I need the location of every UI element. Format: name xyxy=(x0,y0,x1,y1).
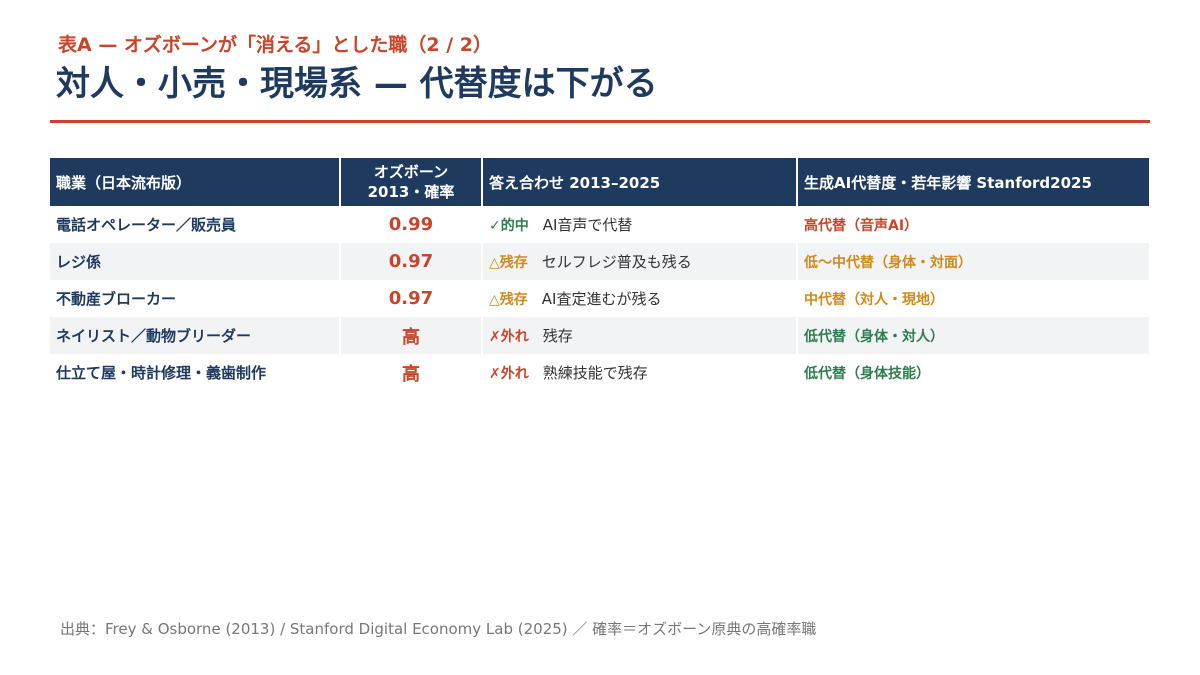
job: ネイリスト／動物ブリーダー xyxy=(50,317,341,354)
check-cell: △残存 セルフレジ普及も残る xyxy=(482,243,798,280)
column-header: 答え合わせ 2013–2025 xyxy=(482,158,798,206)
impact: 中代替（対人・現地） xyxy=(797,280,1151,317)
verdict: △残存 xyxy=(489,292,528,308)
job: 電話オペレーター／販売員 xyxy=(50,206,341,243)
impact: 低〜中代替（身体・対面） xyxy=(797,243,1151,280)
table-row: 電話オペレーター／販売員 0.99 ✓的中 AI音声で代替 高代替（音声AI） xyxy=(50,206,1151,243)
kicker: 表A — オズボーンが「消える」とした職（2 / 2） xyxy=(58,34,493,56)
header-row: 職業（日本流布版） オズボーン 2013・確率 答え合わせ 2013–2025 生… xyxy=(50,158,1151,206)
probability: 0.99 xyxy=(340,206,483,243)
title: 対人・小売・現場系 — 代替度は下がる xyxy=(56,64,658,104)
header-line: 2013・確率 xyxy=(367,183,455,201)
verdict-note: 残存 xyxy=(542,327,573,345)
table-row: 仕立て屋・時計修理・義歯制作高 ✗外れ 熟練技能で残存 低代替（身体技能） xyxy=(50,354,1151,391)
header-line: オズボーン xyxy=(373,163,449,181)
job: 仕立て屋・時計修理・義歯制作 xyxy=(50,354,341,391)
check-cell: ✗外れ 熟練技能で残存 xyxy=(482,354,798,391)
table: 職業（日本流布版） オズボーン 2013・確率 答え合わせ 2013–2025 生… xyxy=(50,158,1151,391)
column-header: 生成AI代替度・若年影響 Stanford2025 xyxy=(797,158,1151,206)
column-header: 職業（日本流布版） xyxy=(50,158,341,206)
verdict-note: AI音声で代替 xyxy=(542,216,633,234)
probability: 0.97 xyxy=(340,280,483,317)
source-note: 出典：Frey & Osborne (2013) / Stanford Digi… xyxy=(60,620,817,638)
probability: 高 xyxy=(340,354,483,391)
verdict: △残存 xyxy=(489,255,528,271)
probability: 0.97 xyxy=(340,243,483,280)
verdict: ✗外れ xyxy=(489,366,529,382)
verdict-note: セルフレジ普及も残る xyxy=(541,253,692,271)
table-row: 不動産ブローカー 0.97 △残存 AI査定進むが残る 中代替（対人・現地） xyxy=(50,280,1151,317)
check-cell: ✓的中 AI音声で代替 xyxy=(482,206,798,243)
column-header: オズボーン 2013・確率 xyxy=(340,158,483,206)
job: レジ係 xyxy=(50,243,341,280)
verdict: ✓的中 xyxy=(489,218,529,234)
impact: 低代替（身体・対人） xyxy=(797,317,1151,354)
check-cell: ✗外れ 残存 xyxy=(482,317,798,354)
impact: 低代替（身体技能） xyxy=(797,354,1151,391)
verdict-note: 熟練技能で残存 xyxy=(542,364,648,382)
table-row: レジ係 0.97 △残存 セルフレジ普及も残る 低〜中代替（身体・対面） xyxy=(50,243,1151,280)
table-row: ネイリスト／動物ブリーダー高 ✗外れ 残存 低代替（身体・対人） xyxy=(50,317,1151,354)
job: 不動産ブローカー xyxy=(50,280,341,317)
verdict-note: AI査定進むが残る xyxy=(541,290,662,308)
divider xyxy=(50,120,1150,123)
check-cell: △残存 AI査定進むが残る xyxy=(482,280,798,317)
probability: 高 xyxy=(340,317,483,354)
verdict: ✗外れ xyxy=(489,329,529,345)
impact: 高代替（音声AI） xyxy=(797,206,1151,243)
